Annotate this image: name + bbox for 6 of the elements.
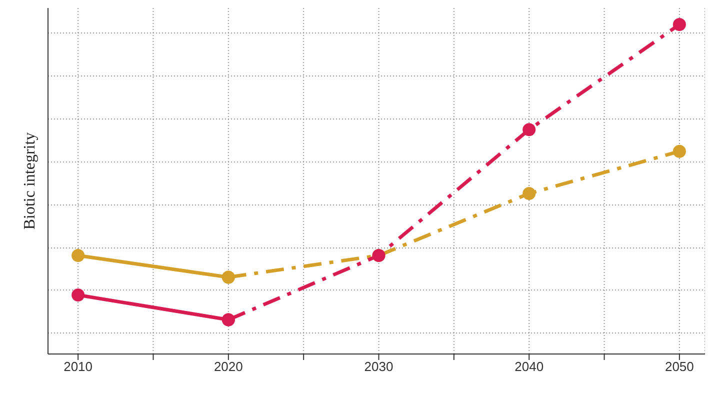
x-tick-label: 2040 xyxy=(514,359,544,374)
x-tick-label: 2030 xyxy=(364,359,394,374)
x-tick-label: 2050 xyxy=(664,359,694,374)
y-axis-title: Biotic integrity xyxy=(22,132,39,230)
x-tick-label: 2020 xyxy=(214,359,243,374)
x-tick-label: 2010 xyxy=(64,359,93,374)
